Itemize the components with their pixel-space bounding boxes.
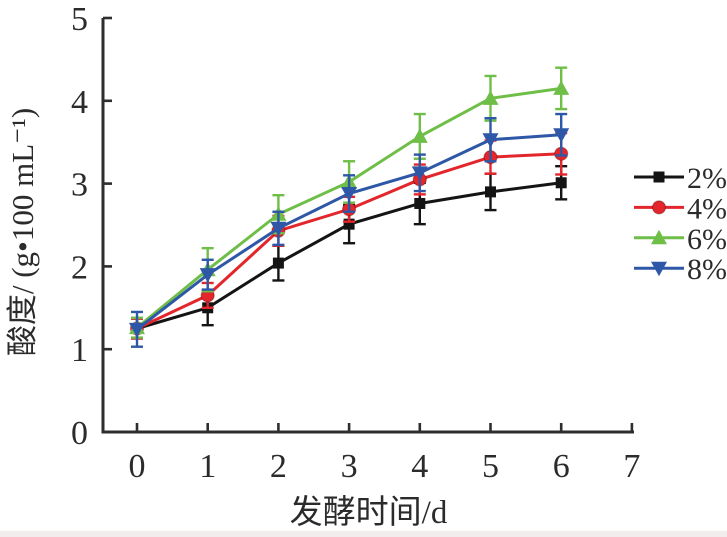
marker-square xyxy=(272,257,284,269)
x-tick-label: 3 xyxy=(341,448,358,485)
axes xyxy=(101,18,634,434)
x-tick-labels: 0 1 2 3 4 5 6 7 xyxy=(129,448,641,485)
legend: 2%4%6%8% xyxy=(634,162,727,286)
legend-label: 6% xyxy=(687,223,727,256)
marker-triangle-up xyxy=(651,229,667,245)
y-tick-label: 4 xyxy=(71,84,88,121)
marker-circle xyxy=(651,200,667,215)
marker-triangle-up xyxy=(411,128,428,143)
x-tick-label: 1 xyxy=(199,448,216,485)
y-tick-label: 2 xyxy=(71,249,88,286)
legend-item-6%: 6% xyxy=(634,223,727,256)
y-tick-label: 0 xyxy=(71,415,88,452)
legend-label: 2% xyxy=(687,162,727,195)
marker-triangle-down xyxy=(270,221,287,237)
marker-triangle-down xyxy=(129,322,145,338)
y-tick-label: 3 xyxy=(71,167,88,204)
x-tick-label: 2 xyxy=(270,448,287,485)
marker-triangle-down xyxy=(482,133,499,148)
series-8% xyxy=(129,112,570,348)
marker-triangle-down xyxy=(411,166,428,181)
y-axis-label: 酸度/ (g•100 mL⁻¹) xyxy=(5,108,40,356)
marker-triangle-down xyxy=(341,187,358,202)
legend-item-2%: 2% xyxy=(634,162,727,195)
y-tick-labels: 0 1 2 3 4 5 xyxy=(71,1,88,452)
marker-square xyxy=(485,186,496,198)
legend-item-4%: 4% xyxy=(634,192,727,225)
marker-triangle-up xyxy=(553,80,570,95)
marker-triangle-down xyxy=(199,268,216,283)
x-tick-label: 0 xyxy=(129,448,146,485)
marker-square xyxy=(555,177,567,189)
marker-square xyxy=(653,171,665,183)
marker-square xyxy=(414,197,426,209)
legend-label: 4% xyxy=(687,192,727,225)
page-bottom-edge xyxy=(0,531,727,537)
y-tick-label: 5 xyxy=(71,1,88,38)
x-tick-label: 5 xyxy=(482,448,499,485)
y-tick-label: 1 xyxy=(71,332,88,369)
x-tick-label: 7 xyxy=(623,448,640,485)
legend-item-8%: 8% xyxy=(634,253,727,286)
axis-ticks xyxy=(103,16,634,434)
x-tick-label: 4 xyxy=(411,448,428,485)
x-tick-label: 6 xyxy=(553,448,570,485)
marker-triangle-down xyxy=(553,128,570,143)
marker-triangle-down xyxy=(651,261,667,277)
marker-square xyxy=(343,218,355,230)
legend-label: 8% xyxy=(687,253,727,286)
x-axis-label: 发酵时间/d xyxy=(290,494,448,531)
axis-spines xyxy=(101,18,634,434)
marker-triangle-up xyxy=(482,90,499,105)
